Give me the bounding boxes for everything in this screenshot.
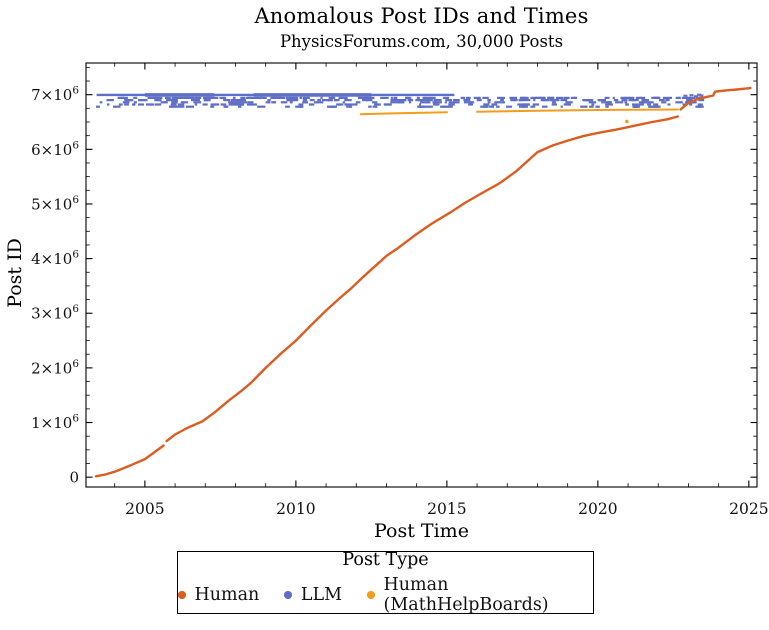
y-tick-label: 3×106 (31, 303, 79, 323)
x-tick-label: 2025 (729, 500, 768, 518)
x-tick-label: 2015 (427, 500, 466, 518)
y-tick-label: 7×106 (31, 85, 79, 105)
legend-items: Human LLM Human (MathHelpBoards) (178, 575, 593, 615)
series-human-mathhelpboards (359, 108, 679, 116)
plot-frame (85, 62, 758, 488)
y-tick-label: 1×106 (31, 413, 79, 433)
legend-marker-dot (178, 591, 186, 599)
series-llm-band (96, 93, 705, 108)
legend: Post Type Human LLM Human (MathHelpBoards) (177, 550, 594, 615)
outlier-point (625, 119, 629, 124)
y-tick-label: 0 (69, 469, 79, 487)
legend-title: Post Type (342, 550, 429, 570)
y-tick-label: 5×106 (31, 194, 79, 214)
x-tick-label: 2020 (578, 500, 617, 518)
legend-marker-dot (284, 591, 292, 599)
x-tick-label: 2005 (125, 500, 164, 518)
legend-item-llm: LLM (284, 585, 342, 605)
y-tick-label: 6×106 (31, 139, 79, 159)
y-axis-label: Post ID (4, 238, 26, 308)
legend-marker-dot (367, 591, 375, 599)
legend-item-label: LLM (300, 585, 343, 605)
x-axis-label: Post Time (374, 520, 469, 542)
legend-item-human-mathhelpboards: Human (MathHelpBoards) (367, 575, 593, 615)
legend-item-label: Human (MathHelpBoards) (383, 575, 549, 615)
x-tick-label: 2010 (276, 500, 315, 518)
series-human (94, 86, 752, 478)
y-tick-label: 4×106 (31, 249, 79, 269)
chart-subtitle: PhysicsForums.com, 30,000 Posts (279, 32, 564, 51)
chart-title: Anomalous Post IDs and Times (254, 4, 589, 28)
legend-item-human: Human (178, 585, 259, 605)
y-tick-label: 2×106 (31, 358, 79, 378)
legend-item-label: Human (194, 585, 260, 605)
